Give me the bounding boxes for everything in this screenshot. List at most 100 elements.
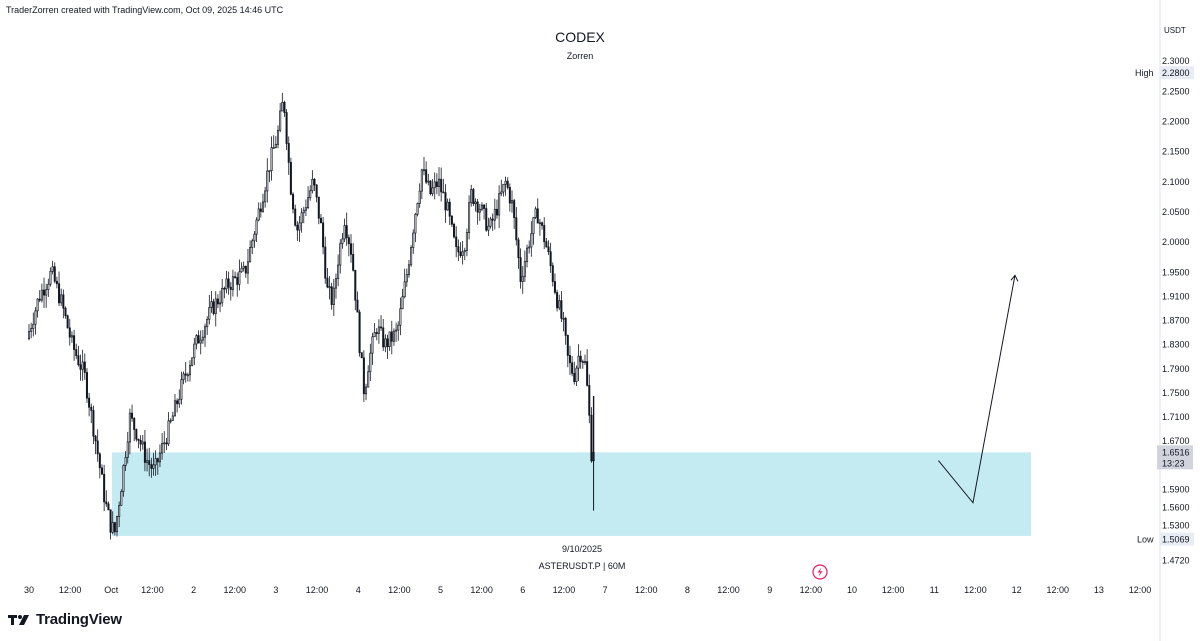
candle <box>392 330 395 342</box>
candle <box>289 162 292 195</box>
time-tick-label: 12:00 <box>635 585 658 595</box>
high-value-bg <box>1160 66 1194 80</box>
candle <box>521 276 524 282</box>
candle <box>45 289 48 296</box>
candle <box>62 294 65 309</box>
candle <box>339 243 342 266</box>
candle <box>199 339 202 344</box>
candle <box>261 201 265 212</box>
candle <box>195 335 198 345</box>
time-tick-label: 5 <box>438 585 443 595</box>
candle <box>120 491 123 506</box>
candle <box>150 464 153 469</box>
low-value: 1.5069 <box>1162 535 1190 545</box>
candle <box>154 458 157 466</box>
candle <box>491 218 494 221</box>
price-tick-label: 1.6700 <box>1162 436 1190 446</box>
time-tick-label: 30 <box>24 585 34 595</box>
candle <box>581 361 584 363</box>
candle <box>137 438 140 441</box>
candle <box>259 208 262 212</box>
time-tick-label: 12:00 <box>882 585 905 595</box>
candle <box>553 281 556 293</box>
candle <box>534 208 537 218</box>
candle <box>547 246 550 253</box>
candle <box>377 326 380 334</box>
candle <box>122 465 125 492</box>
candle <box>143 441 146 463</box>
candle <box>182 373 185 381</box>
candle <box>55 280 58 285</box>
candle <box>272 147 275 149</box>
lightning-icon[interactable] <box>812 564 828 580</box>
candle <box>485 208 488 231</box>
candle <box>255 219 258 235</box>
time-tick-label: 13 <box>1094 585 1104 595</box>
low-value-bg <box>1160 532 1194 546</box>
candle <box>495 208 498 216</box>
candle <box>285 112 288 144</box>
candle <box>236 277 239 285</box>
price-tick-label: 2.3000 <box>1162 56 1190 66</box>
candle <box>332 287 335 305</box>
time-tick-label: 12:00 <box>223 585 246 595</box>
price-tick-label: 1.9500 <box>1162 267 1190 277</box>
candle <box>313 178 316 186</box>
candle <box>128 412 131 443</box>
time-tick-label: 8 <box>685 585 690 595</box>
candle <box>319 217 322 224</box>
time-tick-label: Oct <box>104 585 119 595</box>
time-tick-label: 12:00 <box>470 585 493 595</box>
time-tick-label: 12:00 <box>1046 585 1069 595</box>
candle <box>197 335 200 344</box>
candle <box>70 335 73 338</box>
price-tick-label: 1.5300 <box>1162 521 1190 531</box>
candle <box>165 442 168 445</box>
candle <box>401 296 404 310</box>
candle <box>219 302 222 305</box>
candle <box>532 217 535 235</box>
candle <box>365 386 368 395</box>
time-tick-label: 2 <box>191 585 196 595</box>
candle <box>139 439 142 445</box>
price-axis: 2.3000 2.2500 2.2000 2.1500 2.1000 2.0500 2.00… <box>1162 56 1190 566</box>
countdown: 13:23 <box>1162 458 1185 468</box>
candle <box>105 501 108 505</box>
candle <box>302 209 305 214</box>
candle <box>476 201 479 213</box>
candle <box>216 298 219 305</box>
candle <box>126 441 129 458</box>
candle <box>586 361 589 386</box>
candle <box>352 253 355 271</box>
brand-logo: TradingView <box>8 611 122 628</box>
price-tick-label: 1.8700 <box>1162 316 1190 326</box>
candle <box>191 357 194 366</box>
candle <box>124 457 127 466</box>
candle <box>465 232 468 251</box>
candle <box>36 298 39 312</box>
candle <box>573 372 576 382</box>
time-tick-label: 4 <box>356 585 361 595</box>
candle <box>384 338 387 348</box>
candle <box>111 522 114 533</box>
candle <box>487 225 490 231</box>
candle <box>66 315 69 329</box>
time-tick-label: 12 <box>1012 585 1022 595</box>
time-tick-label: 3 <box>273 585 278 595</box>
candle <box>371 336 374 354</box>
candle <box>186 374 189 377</box>
candle <box>420 169 423 192</box>
price-tick-label: 1.7900 <box>1162 364 1190 374</box>
candle <box>253 233 256 242</box>
time-tick-label: 12:00 <box>964 585 987 595</box>
candle <box>204 326 207 338</box>
candle <box>530 233 533 248</box>
candle <box>88 397 91 408</box>
candle <box>206 318 209 328</box>
candle <box>528 246 531 249</box>
candle <box>545 241 548 248</box>
price-tick-label: 2.1000 <box>1162 177 1190 187</box>
candle <box>268 170 271 172</box>
